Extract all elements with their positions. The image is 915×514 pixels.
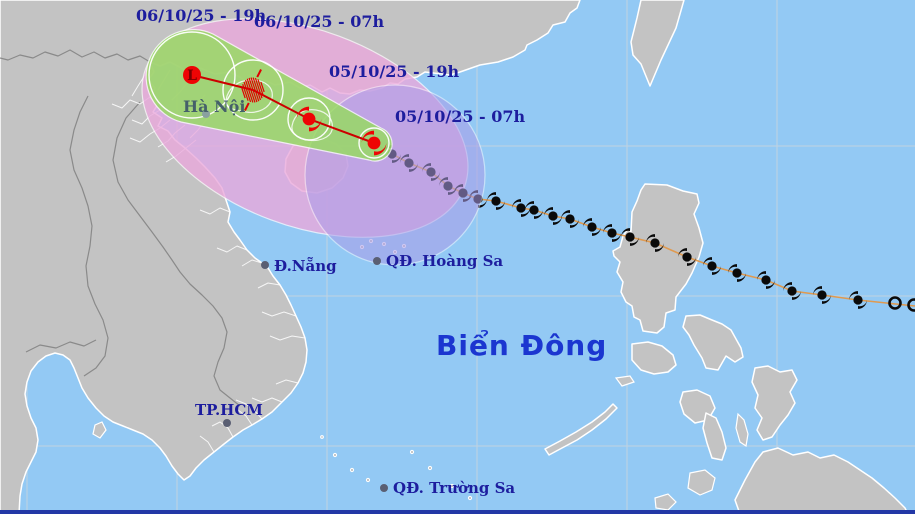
small-island-south	[654, 493, 677, 511]
truongsa-dot	[380, 484, 388, 492]
time-3-label: 05/10/25 - 19h	[329, 62, 460, 81]
luzon-island	[612, 183, 704, 334]
time-2-label: 06/10/25 - 07h	[254, 12, 385, 31]
mindoro-island	[631, 341, 677, 375]
danang-dot	[261, 261, 269, 269]
forecast-circle	[148, 31, 236, 119]
forecast-circle	[358, 127, 390, 159]
country-borders	[0, 49, 241, 407]
hanoi-label: Hà Nội	[183, 97, 245, 116]
bicol-peninsula	[682, 314, 744, 371]
danang-label: Đ.Nẵng	[274, 256, 337, 275]
negros-island	[702, 412, 727, 461]
taiwan-island	[630, 0, 685, 87]
hanoi-dot	[202, 110, 210, 118]
truongsa-label: QĐ. Trường Sa	[393, 479, 515, 497]
forecast-circle	[287, 97, 331, 141]
time-1-label: 06/10/25 - 19h	[136, 6, 267, 25]
tphcm-dot	[223, 419, 231, 427]
danger-zone-green	[145, 29, 393, 162]
lubang-island	[614, 375, 635, 387]
bottom-edge-strip	[0, 510, 915, 514]
forecast-circle	[222, 59, 284, 121]
hoangsa-label: QĐ. Hoàng Sa	[386, 252, 503, 270]
low-pressure-symbol: L	[183, 66, 201, 84]
tphcm-label: TP.HCM	[195, 401, 263, 419]
low-symbol-letter: L	[187, 68, 197, 84]
forecast-track-line	[191, 74, 375, 144]
time-4-label: 05/10/25 - 07h	[395, 107, 526, 126]
forecast-track: L	[183, 66, 387, 156]
biendong-label: Biển Đông	[436, 328, 607, 362]
phu-quoc-island	[92, 421, 107, 439]
bohol-island	[687, 469, 716, 496]
cebu-island	[735, 412, 749, 448]
forecast-uncertainty-circles	[148, 31, 390, 159]
depression-ring-symbol	[888, 296, 902, 310]
mindanao-island	[734, 447, 909, 514]
palawan-island	[544, 403, 618, 456]
hoangsa-dot	[373, 257, 381, 265]
depression-ring-symbol	[907, 298, 915, 312]
samar-leyte-islands	[751, 365, 798, 441]
hatched-low-area-symbol	[241, 69, 265, 111]
